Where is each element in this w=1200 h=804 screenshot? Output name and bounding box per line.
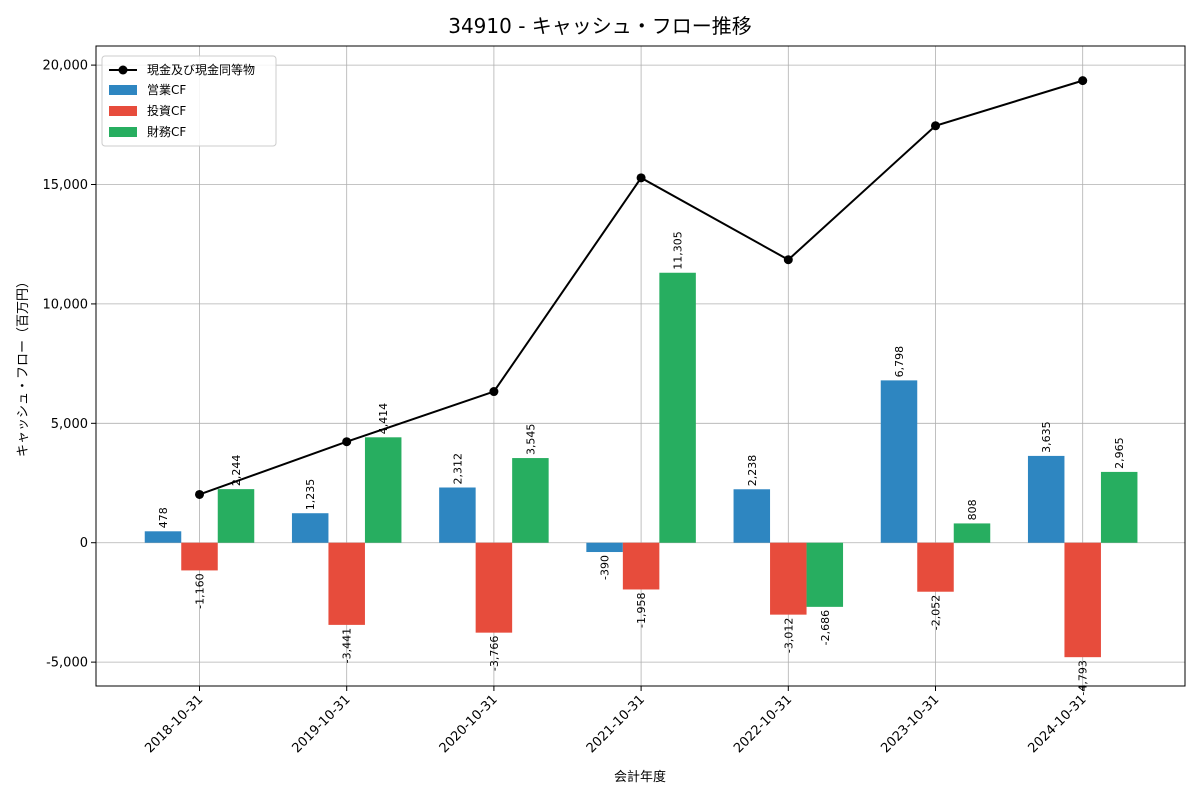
plot-frame <box>95 45 1186 687</box>
x-tick-label: 2024-10-31 <box>1025 692 1089 756</box>
data-label: -3,441 <box>341 628 354 663</box>
x-tick-label: 2023-10-31 <box>878 692 942 756</box>
y-tick-label: 10,000 <box>43 297 89 312</box>
legend: 現金及び現金同等物 営業CF 投資CF 財務CF <box>101 55 277 147</box>
bar-2-3 <box>659 272 696 543</box>
legend-swatch-financing <box>109 127 137 137</box>
bar-0-1 <box>291 513 329 543</box>
bar-2-1 <box>364 437 402 543</box>
cash-point <box>195 489 204 499</box>
cash-point <box>1078 76 1088 86</box>
bar-layer <box>144 272 1138 658</box>
data-label: -3,766 <box>488 636 501 671</box>
data-label: -390 <box>599 555 612 580</box>
data-label-layer: 478 1,235 2,312 -390 2,238 6,798 3,635 -1,160 -3… <box>157 231 1126 695</box>
bar-1-1 <box>328 542 365 625</box>
cash-point <box>783 255 793 265</box>
bar-2-0 <box>217 489 255 543</box>
cash-point <box>931 121 940 131</box>
data-label: 2,965 <box>1113 437 1126 469</box>
data-label: 11,305 <box>672 231 685 270</box>
data-label: -2,052 <box>930 595 943 630</box>
bar-2-6 <box>1100 471 1138 543</box>
data-label: 478 <box>157 507 170 528</box>
data-label: -4,793 <box>1077 660 1090 695</box>
x-tick-label: 2021-10-31 <box>584 692 648 756</box>
legend-line-marker <box>118 65 128 75</box>
cash-point <box>489 387 499 397</box>
bar-1-4 <box>770 542 807 615</box>
x-tick-label: 2019-10-31 <box>289 692 353 756</box>
x-tick-label: 2018-10-31 <box>142 692 206 756</box>
bar-0-5 <box>880 380 918 543</box>
bar-1-5 <box>917 542 954 592</box>
legend-label-investing: 投資CF <box>147 103 186 118</box>
y-tick-label: 0 <box>80 536 88 551</box>
line-layer <box>195 76 1088 499</box>
legend-swatch-investing <box>109 106 137 116</box>
data-label: 1,235 <box>304 479 317 511</box>
data-label: 2,244 <box>230 455 243 487</box>
y-tick-label: 15,000 <box>43 178 89 193</box>
chart-title: 34910 - キャッシュ・フロー推移 <box>448 14 752 38</box>
bar-1-3 <box>622 542 660 590</box>
legend-label-cash: 現金及び現金同等物 <box>147 62 255 77</box>
bar-0-4 <box>733 489 771 543</box>
bar-1-6 <box>1064 542 1101 658</box>
legend-label-operating: 営業CF <box>147 83 186 97</box>
y-tick-label: 20,000 <box>43 59 89 74</box>
data-label: -1,958 <box>635 592 648 627</box>
data-label: 6,798 <box>893 346 906 378</box>
cash-point <box>342 437 352 447</box>
data-label: 3,635 <box>1040 421 1053 453</box>
legend-swatch-operating <box>109 85 137 95</box>
y-tick-label: 5,000 <box>51 417 88 432</box>
bar-2-2 <box>512 458 549 543</box>
data-label: 3,545 <box>524 424 537 456</box>
bar-1-0 <box>181 542 218 571</box>
data-label: 4,414 <box>377 403 390 435</box>
y-axis-ticks: -5,000 0 5,000 10,000 15,000 20,000 <box>43 59 96 671</box>
bar-2-5 <box>953 523 991 543</box>
x-tick-label: 2022-10-31 <box>731 692 795 756</box>
bar-0-0 <box>144 531 182 543</box>
bar-0-2 <box>439 487 476 543</box>
legend-label-financing: 財務CF <box>147 124 186 139</box>
data-label: -1,160 <box>194 573 207 608</box>
x-axis-label: 会計年度 <box>614 769 666 785</box>
x-axis-ticks: 2018-10-31 2019-10-31 2020-10-31 2021-10-31… <box>142 686 1090 756</box>
y-axis-label: キャッシュ・フロー（百万円） <box>16 275 31 457</box>
cash-point <box>636 173 646 183</box>
data-label: 2,238 <box>746 455 759 487</box>
data-label: 808 <box>966 499 979 520</box>
bar-0-3 <box>586 542 623 553</box>
x-tick-label: 2020-10-31 <box>437 692 501 756</box>
data-label: -3,012 <box>782 618 795 653</box>
data-label: 2,312 <box>451 453 464 485</box>
bar-1-2 <box>475 542 513 633</box>
bar-0-6 <box>1027 455 1065 543</box>
legend-frame <box>101 55 277 147</box>
y-tick-label: -5,000 <box>46 656 88 671</box>
data-label: -2,686 <box>819 610 832 645</box>
bar-2-4 <box>806 542 844 607</box>
